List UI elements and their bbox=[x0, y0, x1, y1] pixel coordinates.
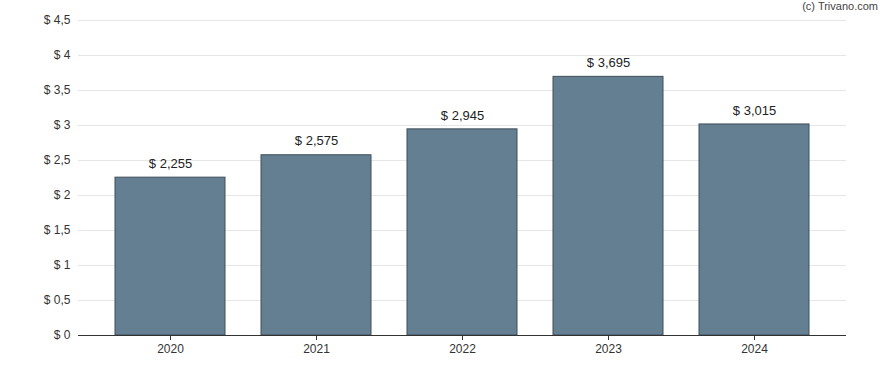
svg-text:$ 1: $ 1 bbox=[54, 258, 71, 272]
svg-text:$ 0,5: $ 0,5 bbox=[44, 293, 71, 307]
svg-text:$ 3,5: $ 3,5 bbox=[44, 83, 71, 97]
svg-text:$ 2,5: $ 2,5 bbox=[44, 153, 71, 167]
svg-text:$ 3,015: $ 3,015 bbox=[733, 103, 776, 118]
svg-text:$ 4,5: $ 4,5 bbox=[44, 13, 71, 27]
svg-text:$ 2,945: $ 2,945 bbox=[441, 108, 484, 123]
svg-text:$ 2,255: $ 2,255 bbox=[149, 156, 192, 171]
svg-text:2024: 2024 bbox=[741, 342, 768, 356]
svg-text:$ 3: $ 3 bbox=[54, 118, 71, 132]
html-text:(c) Trivano.com: (c) Trivano.com bbox=[802, 0, 878, 12]
svg-text:2021: 2021 bbox=[303, 342, 330, 356]
svg-text:$ 4: $ 4 bbox=[54, 48, 71, 62]
svg-text:2022: 2022 bbox=[449, 342, 476, 356]
svg-text:$ 3,695: $ 3,695 bbox=[587, 55, 630, 70]
svg-text:2023: 2023 bbox=[595, 342, 622, 356]
svg-text:$ 2,575: $ 2,575 bbox=[295, 133, 338, 148]
svg-text:$ 1,5: $ 1,5 bbox=[44, 223, 71, 237]
svg-text:$ 0: $ 0 bbox=[54, 328, 71, 342]
svg-text:2020: 2020 bbox=[157, 342, 184, 356]
svg-text:$ 2: $ 2 bbox=[54, 188, 71, 202]
